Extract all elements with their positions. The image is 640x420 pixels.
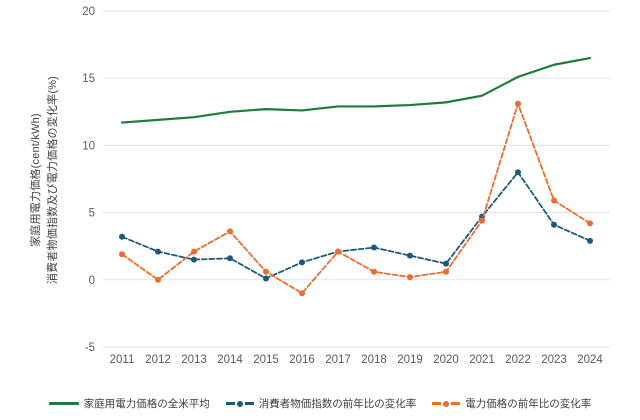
x-tick-label: 2013: [181, 354, 207, 366]
y-tick-label: 10: [82, 140, 95, 152]
data-point-cpi_yoy_change: [371, 244, 377, 251]
gridlines: [103, 10, 610, 348]
x-tick-label: 2021: [469, 354, 495, 366]
chart-legend: 家庭用電力価格の全米平均 消費者物価指数の前年比の変化率 電力価格の前年比の変化率: [0, 396, 640, 411]
legend-dot: [443, 400, 450, 407]
legend-marker-solid-line: [48, 402, 79, 405]
data-point-power_price_yoy_change: [515, 100, 521, 107]
x-tick-label: 2023: [541, 354, 567, 366]
series-line-household_price_us_avg: [120, 56, 592, 124]
data-point-cpi_yoy_change: [443, 260, 449, 267]
data-point-power_price_yoy_change: [443, 268, 449, 275]
data-point-power_price_yoy_change: [299, 290, 305, 297]
x-tick-label: 2018: [361, 354, 387, 366]
data-point-power_price_yoy_change: [371, 268, 377, 275]
legend-item-power_price_yoy_change: 電力価格の前年比の変化率: [432, 396, 591, 411]
legend-marker-dash-dot: [225, 400, 254, 407]
data-point-cpi_yoy_change: [407, 252, 413, 259]
x-tick-label: 2022: [505, 354, 531, 366]
x-tick-label: 2019: [397, 354, 423, 366]
data-point-power_price_yoy_change: [263, 268, 269, 275]
y-tick-label: 5: [89, 208, 95, 220]
x-tick-label: 2017: [325, 354, 351, 366]
chart-canvas: 20 15 10 5 0 -5 2011 2012 2013 2014 2015 2016 2017 20…: [82, 6, 610, 366]
data-point-cpi_yoy_change: [263, 275, 269, 282]
data-point-power_price_yoy_change: [119, 251, 125, 258]
data-point-power_price_yoy_change: [227, 228, 233, 235]
data-point-cpi_yoy_change: [155, 248, 161, 255]
x-tick-label: 2015: [253, 354, 279, 366]
series-cpi_yoy_change: [119, 169, 593, 282]
y-tick-label: -5: [85, 342, 95, 354]
data-point-cpi_yoy_change: [119, 233, 125, 240]
x-tick-label: 2012: [145, 354, 171, 366]
x-tick-label: 2020: [433, 354, 459, 366]
y-tick-label: 20: [82, 6, 95, 18]
data-point-cpi_yoy_change: [299, 259, 305, 266]
y-axis-ticks: 20 15 10 5 0 -5: [82, 6, 95, 354]
data-point-power_price_yoy_change: [155, 276, 161, 283]
legend-item-label: 消費者物価指数の前年比の変化率: [258, 398, 417, 410]
data-point-cpi_yoy_change: [191, 256, 197, 263]
data-point-cpi_yoy_change: [551, 221, 557, 228]
legend-dash: [451, 402, 461, 405]
legend-dash: [244, 402, 254, 405]
series-power_price_yoy_change: [119, 100, 593, 297]
legend-marker-dash-dot: [432, 400, 461, 407]
legend-item-cpi_yoy_change: 消費者物価指数の前年比の変化率: [225, 396, 417, 411]
legend-item-label: 家庭用電力価格の全米平均: [83, 398, 210, 410]
y-tick-label: 0: [89, 275, 95, 287]
data-point-power_price_yoy_change: [407, 274, 413, 281]
legend-dot: [236, 400, 243, 407]
data-point-cpi_yoy_change: [227, 255, 233, 262]
x-tick-label: 2024: [577, 354, 603, 366]
data-point-power_price_yoy_change: [335, 248, 341, 255]
x-tick-label: 2011: [110, 354, 135, 366]
data-point-cpi_yoy_change: [587, 237, 593, 244]
data-point-cpi_yoy_change: [515, 169, 521, 176]
legend-dash: [432, 402, 442, 405]
y-tick-label: 15: [82, 73, 95, 85]
series-household_price_us_avg: [120, 56, 592, 124]
data-point-power_price_yoy_change: [587, 220, 593, 227]
data-point-power_price_yoy_change: [191, 248, 197, 255]
series-line-power_price_yoy_change: [121, 102, 591, 295]
x-tick-label: 2014: [217, 354, 243, 366]
legend-item-household_price_us_avg: 家庭用電力価格の全米平均: [48, 396, 210, 411]
data-point-power_price_yoy_change: [551, 197, 557, 204]
data-point-power_price_yoy_change: [479, 217, 485, 224]
legend-item-label: 電力価格の前年比の変化率: [465, 398, 592, 410]
x-axis-ticks: 2011 2012 2013 2014 2015 2016 2017 2018 2019 2020…: [110, 354, 604, 366]
legend-dash: [225, 402, 235, 405]
series-line-cpi_yoy_change: [121, 171, 591, 280]
x-tick-label: 2016: [289, 354, 315, 366]
